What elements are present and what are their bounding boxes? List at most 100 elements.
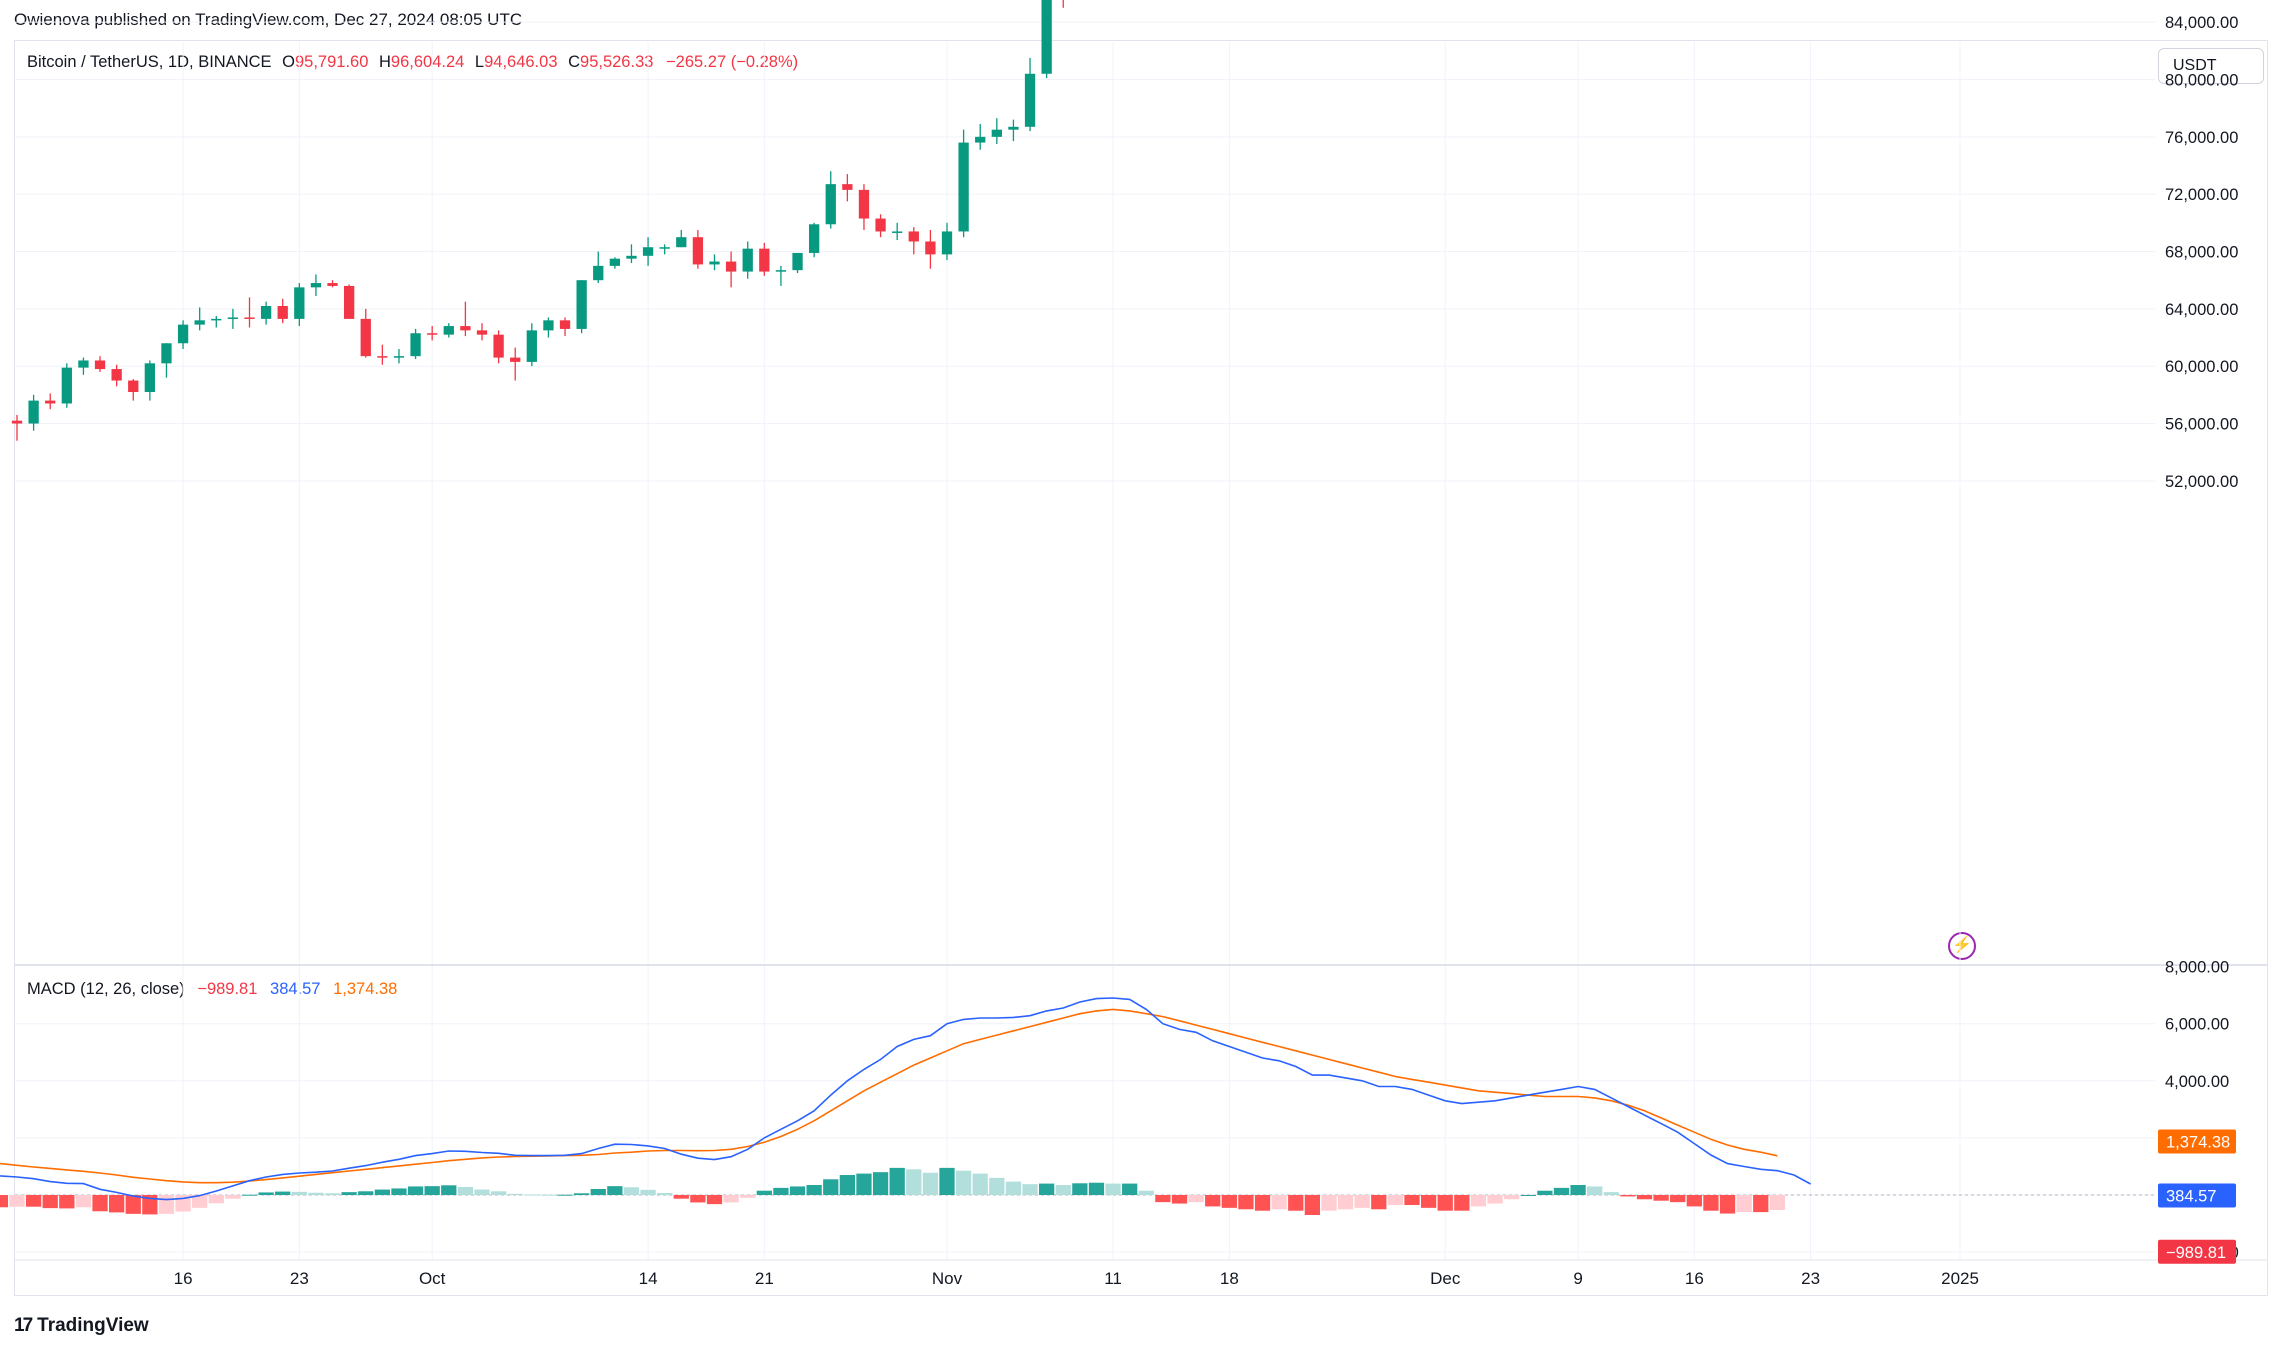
candle-body xyxy=(360,318,371,357)
macd-histogram-bar xyxy=(1387,1195,1404,1205)
candle-body xyxy=(759,248,770,272)
lightning-icon[interactable]: ⚡ xyxy=(1948,932,1976,960)
macd-histogram-bar xyxy=(773,1187,789,1195)
candle xyxy=(244,297,255,328)
candle-body xyxy=(676,237,687,248)
macd-histogram-bar xyxy=(75,1195,92,1208)
candle xyxy=(310,274,322,296)
candle-body xyxy=(161,343,172,364)
currency-button[interactable]: USDT xyxy=(2158,48,2264,84)
candle xyxy=(161,343,172,378)
macd-histogram-bar xyxy=(1055,1185,1071,1195)
macd-histogram-bar xyxy=(291,1191,307,1195)
macd-histogram-bar xyxy=(823,1179,839,1195)
candle xyxy=(759,242,770,276)
macd-histogram-bar xyxy=(424,1186,440,1195)
macd-histogram-bar xyxy=(324,1193,341,1195)
high-value: 96,604.24 xyxy=(390,53,465,71)
macd-histogram-bar xyxy=(657,1193,673,1195)
candle xyxy=(709,254,720,271)
symbol-label[interactable]: Bitcoin / TetherUS, 1D, BINANCE xyxy=(27,53,272,71)
low-label: L xyxy=(474,53,485,71)
macd-histogram-bar xyxy=(1670,1195,1686,1203)
candle-body xyxy=(493,334,504,358)
candle xyxy=(725,251,737,288)
price-axis-label: 72,000.00 xyxy=(2165,186,2238,204)
macd-axis-label: 6,000.00 xyxy=(2165,1016,2229,1034)
candle-body xyxy=(659,247,670,249)
macd-histogram-bar xyxy=(192,1195,208,1208)
histogram-badge-bg xyxy=(2158,1239,2236,1264)
candle-body xyxy=(1008,126,1019,130)
histogram-badge-text: −989.81 xyxy=(2166,1244,2226,1262)
open-value: 95,791.60 xyxy=(294,53,369,71)
macd-histogram-bar xyxy=(1437,1195,1453,1211)
macd-histogram-bar xyxy=(955,1170,972,1195)
macd-histogram-bar xyxy=(1553,1187,1570,1195)
macd-histogram-bar xyxy=(341,1192,357,1195)
signal-badge-text: 1,374.38 xyxy=(2166,1133,2230,1151)
macd-histogram-bar xyxy=(706,1195,723,1205)
candle-body xyxy=(709,261,720,265)
candle-body xyxy=(427,333,438,335)
macd-axis-label: 8,000.00 xyxy=(2165,959,2229,977)
candle-body xyxy=(991,129,1002,137)
signal-badge-bg xyxy=(2158,1129,2236,1154)
candle xyxy=(493,330,504,364)
candle xyxy=(327,280,338,288)
candle-body xyxy=(941,231,953,255)
signal-badge: 1,374.38 xyxy=(2158,1129,2236,1154)
candle xyxy=(742,241,753,279)
time-axis-label: 21 xyxy=(755,1269,774,1288)
macd-histogram-bar xyxy=(524,1194,540,1196)
candle xyxy=(659,244,670,255)
macd-histogram-bar xyxy=(1022,1184,1038,1195)
candle-body xyxy=(460,326,471,331)
macd-title[interactable]: MACD (12, 26, close) xyxy=(27,980,185,998)
candle-body xyxy=(725,261,737,272)
candle xyxy=(460,301,471,337)
candle-body xyxy=(194,320,205,325)
macd-histogram-bar xyxy=(59,1195,75,1209)
candle xyxy=(11,414,23,441)
macd-histogram-bar xyxy=(1719,1195,1736,1214)
macd-histogram-bar xyxy=(241,1194,258,1196)
candle xyxy=(144,360,156,401)
candle xyxy=(825,171,836,229)
low-value: 94,646.03 xyxy=(484,53,558,71)
time-axis-label: 2025 xyxy=(1941,1269,1979,1288)
candle-body xyxy=(393,356,405,358)
candle xyxy=(393,348,405,364)
candle-body xyxy=(211,318,222,321)
candle-body xyxy=(244,317,255,319)
macd-legend: MACD (12, 26, close) −989.81 384.57 1,37… xyxy=(27,980,397,999)
candle-body xyxy=(958,142,969,232)
candle xyxy=(111,364,122,387)
candle-body xyxy=(510,357,521,362)
candle xyxy=(626,244,637,263)
macd-histogram-bar xyxy=(1188,1195,1204,1203)
macd-histogram-bar xyxy=(441,1185,457,1195)
candle-body xyxy=(443,326,454,335)
macd-histogram-bar xyxy=(856,1173,872,1195)
candle xyxy=(211,316,222,328)
macd-histogram-bar xyxy=(1636,1195,1653,1200)
candle-body xyxy=(808,224,820,253)
tradingview-logo[interactable]: 17 TradingView xyxy=(14,1315,149,1337)
macd-histogram-bar xyxy=(1520,1195,1536,1196)
candle-body xyxy=(975,136,986,143)
candle xyxy=(1041,0,1052,79)
macd-badge-text: 384.57 xyxy=(2166,1187,2216,1205)
macd-histogram-bar xyxy=(1138,1190,1154,1195)
macd-histogram-bar xyxy=(1653,1195,1669,1201)
candle xyxy=(277,298,288,324)
macd-histogram-bar xyxy=(407,1186,424,1195)
candle-body xyxy=(177,324,189,344)
macd-histogram-bar xyxy=(1703,1195,1719,1211)
macd-histogram-bar xyxy=(590,1189,606,1195)
macd-histogram-bar xyxy=(690,1195,706,1203)
macd-histogram-bar xyxy=(740,1195,756,1198)
candle-body xyxy=(476,330,488,335)
candle-body xyxy=(377,356,388,358)
